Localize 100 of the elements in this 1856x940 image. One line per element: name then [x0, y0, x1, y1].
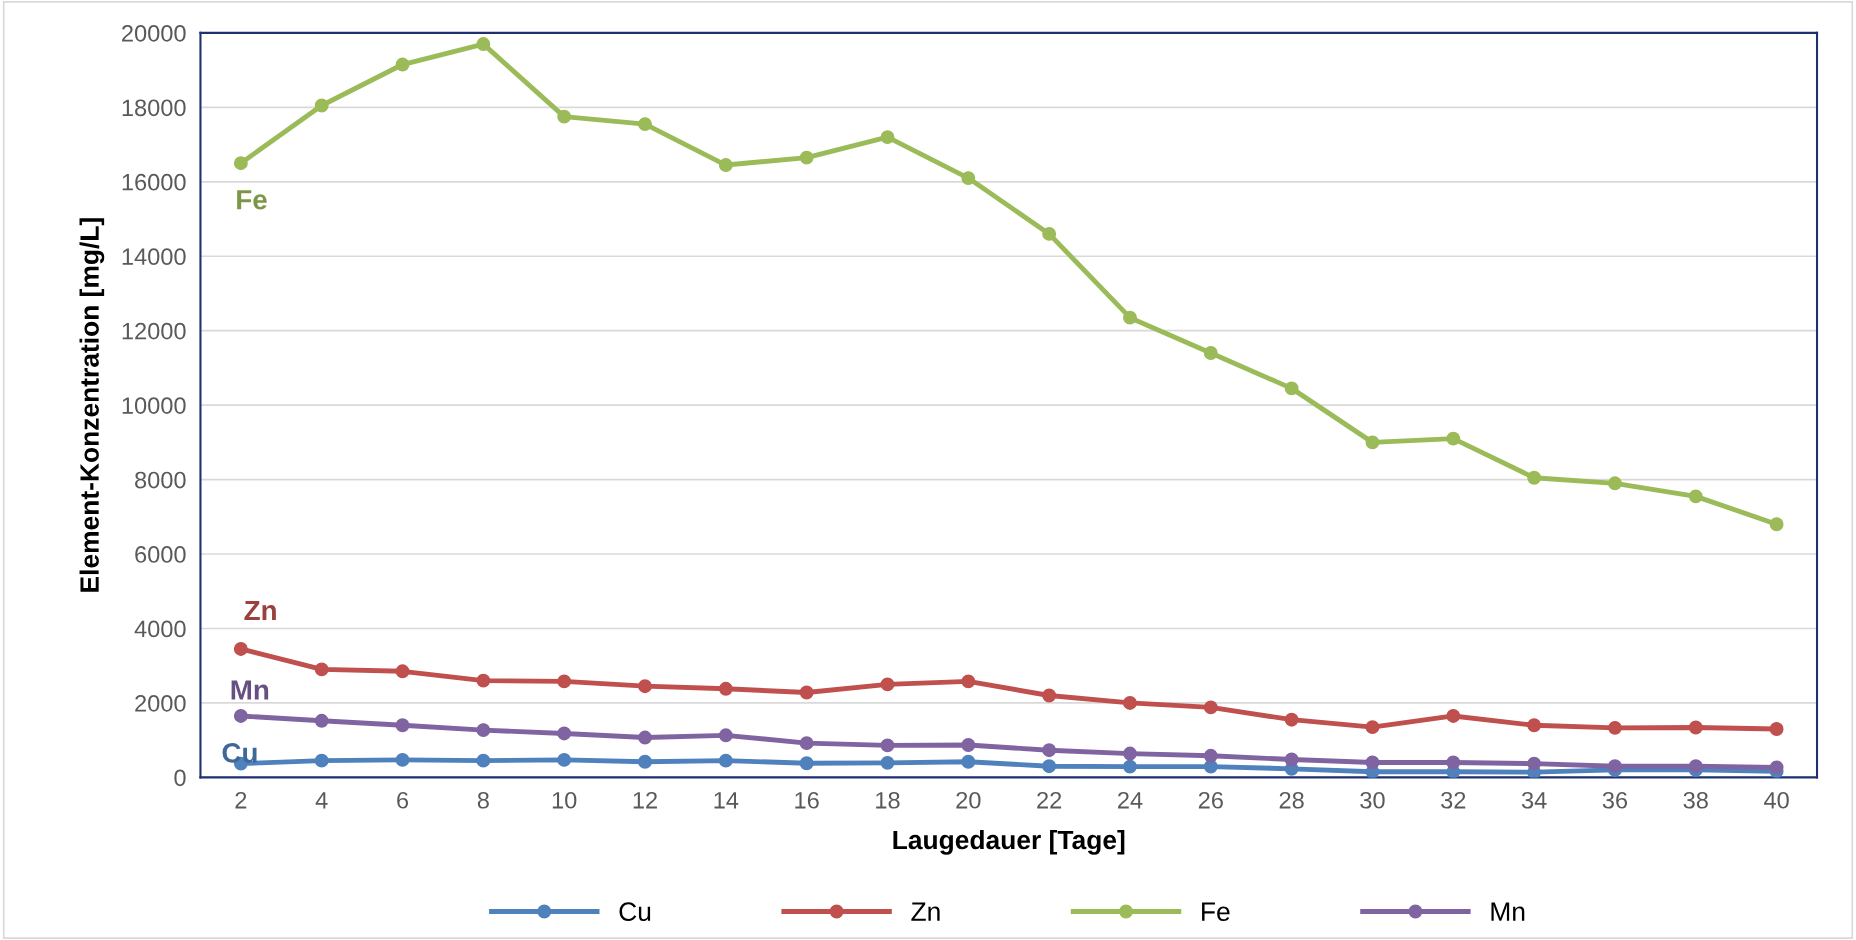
point — [557, 674, 572, 689]
x-tick-label: 36 — [1602, 791, 1628, 809]
point — [961, 674, 976, 689]
point — [1688, 489, 1703, 504]
point — [1203, 700, 1218, 715]
y-tick-label: 20000 — [122, 24, 186, 42]
point — [1365, 435, 1380, 450]
x-tick-label: 12 — [633, 791, 657, 809]
x-tick-label: 2 — [235, 791, 247, 809]
point — [233, 642, 248, 656]
point — [1284, 712, 1299, 727]
point — [638, 754, 652, 769]
x-tick-label: 4 — [315, 792, 328, 809]
point — [961, 171, 976, 186]
point — [1527, 718, 1542, 733]
y-tick-label: 18000 — [122, 99, 186, 117]
point — [880, 130, 895, 145]
point — [1446, 755, 1461, 770]
x-tick-label: 26 — [1198, 791, 1223, 809]
point — [638, 117, 652, 132]
point — [1203, 346, 1218, 360]
legend-label: Zn — [911, 902, 940, 921]
point — [395, 752, 410, 767]
point — [476, 673, 491, 688]
x-tick-label: 30 — [1360, 791, 1385, 809]
x-tick-label: 24 — [1118, 791, 1143, 809]
y-tick-label: 4000 — [134, 620, 186, 638]
point — [1123, 746, 1137, 761]
point — [233, 709, 248, 723]
x-tick-label: 14 — [714, 792, 739, 809]
annotation: Cu — [222, 743, 257, 763]
x-tick-label: 22 — [1037, 791, 1062, 809]
legend-label: Cu — [619, 902, 651, 922]
point — [880, 755, 895, 770]
point — [1042, 759, 1057, 774]
point — [1769, 517, 1784, 532]
point — [557, 109, 572, 124]
point — [1284, 381, 1299, 396]
y-tick-label: 14000 — [122, 248, 186, 266]
point — [1042, 743, 1057, 758]
point — [1608, 720, 1622, 735]
y-tick-label: 8000 — [135, 471, 186, 489]
point — [395, 664, 410, 679]
annotation: Mn — [231, 680, 269, 700]
x-tick-label: 20 — [956, 791, 981, 809]
point — [233, 156, 248, 171]
point — [1203, 748, 1218, 763]
point — [880, 738, 895, 753]
point — [1446, 709, 1461, 723]
point — [314, 713, 329, 728]
point — [799, 736, 814, 751]
point — [718, 753, 733, 768]
point — [799, 150, 814, 165]
point — [1769, 722, 1784, 736]
point — [1769, 760, 1784, 775]
point — [395, 57, 410, 72]
point — [1527, 470, 1542, 485]
x-tick-label: 28 — [1279, 791, 1304, 809]
point — [395, 718, 410, 733]
point — [1365, 720, 1380, 735]
y-axis-title: Element-Konzentration [mg/L] — [79, 218, 105, 592]
point — [718, 158, 733, 172]
y-tick-label: 16000 — [122, 173, 186, 191]
y-tick-label: 10000 — [122, 397, 186, 414]
point — [718, 728, 733, 743]
annotation: Fe — [237, 190, 267, 210]
x-tick-label: 8 — [477, 791, 489, 809]
point — [1284, 752, 1299, 767]
x-tick-label: 34 — [1521, 791, 1547, 809]
x-axis-title: Laugedauer [Tage] — [893, 829, 1125, 855]
point — [1042, 226, 1057, 241]
x-tick-label: 40 — [1764, 791, 1789, 809]
point — [557, 752, 572, 767]
point — [880, 677, 895, 692]
point — [799, 756, 814, 771]
x-tick-label: 16 — [795, 791, 819, 809]
point — [638, 730, 652, 745]
point — [1446, 431, 1461, 446]
point — [1123, 759, 1137, 774]
legend-label: Mn — [1491, 902, 1525, 921]
y-tick-label: 0 — [174, 769, 186, 787]
point — [1123, 695, 1137, 710]
point — [961, 738, 976, 752]
point — [314, 98, 329, 113]
y-tick-label: 6000 — [135, 546, 186, 563]
x-tick-label: 38 — [1683, 791, 1708, 809]
point — [557, 726, 572, 741]
y-tick-label: 12000 — [122, 322, 186, 340]
x-tick-label: 32 — [1441, 791, 1466, 809]
y-tick-label: 2000 — [135, 695, 186, 712]
legend-label: Fe — [1202, 902, 1230, 922]
point — [476, 37, 491, 52]
annotation: Zn — [244, 600, 276, 621]
x-tick-label: 18 — [876, 791, 900, 809]
point — [1608, 476, 1622, 491]
point — [1365, 755, 1380, 770]
point — [961, 754, 976, 769]
point — [1042, 688, 1057, 703]
point — [476, 723, 491, 738]
x-tick-label: 6 — [397, 791, 409, 809]
